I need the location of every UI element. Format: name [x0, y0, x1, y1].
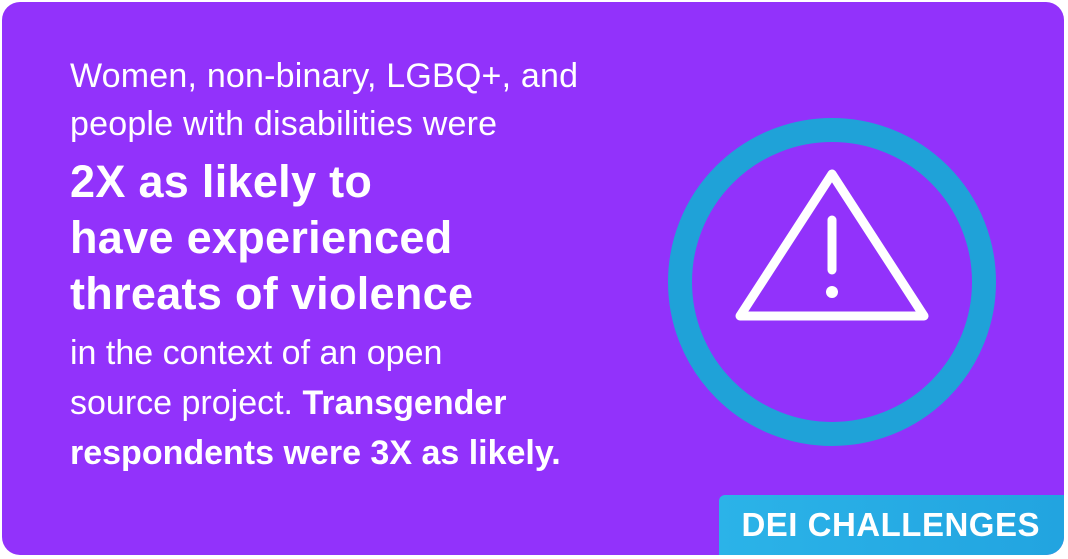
headline: 2X as likely to have experienced threats…	[70, 154, 710, 322]
outro-line-1: in the context of an open	[70, 334, 443, 372]
headline-line-3: threats of violence	[70, 268, 474, 319]
warning-ring	[668, 118, 996, 446]
outro-line-2: source project. Transgender	[70, 378, 710, 428]
outro-line-3: respondents were 3X as likely.	[70, 434, 561, 472]
headline-line-2: have experienced	[70, 212, 453, 263]
intro-line-2: people with disabilities were	[70, 105, 498, 143]
intro-line-1: Women, non-binary, LGBQ+, and	[70, 57, 579, 95]
statistic-text: Women, non-binary, LGBQ+, and people wit…	[70, 52, 710, 478]
intro-text: Women, non-binary, LGBQ+, and people wit…	[70, 52, 710, 148]
outro-line-2-bold: Transgender	[302, 384, 507, 422]
headline-line-1: 2X as likely to	[70, 156, 373, 207]
category-badge: DEI CHALLENGES	[719, 495, 1064, 555]
outro-text: in the context of an open source project…	[70, 328, 710, 478]
warning-icon	[662, 112, 1002, 452]
outro-line-2-regular: source project.	[70, 384, 303, 422]
warning-triangle	[735, 169, 929, 321]
warning-exclamation-dot	[826, 286, 838, 298]
